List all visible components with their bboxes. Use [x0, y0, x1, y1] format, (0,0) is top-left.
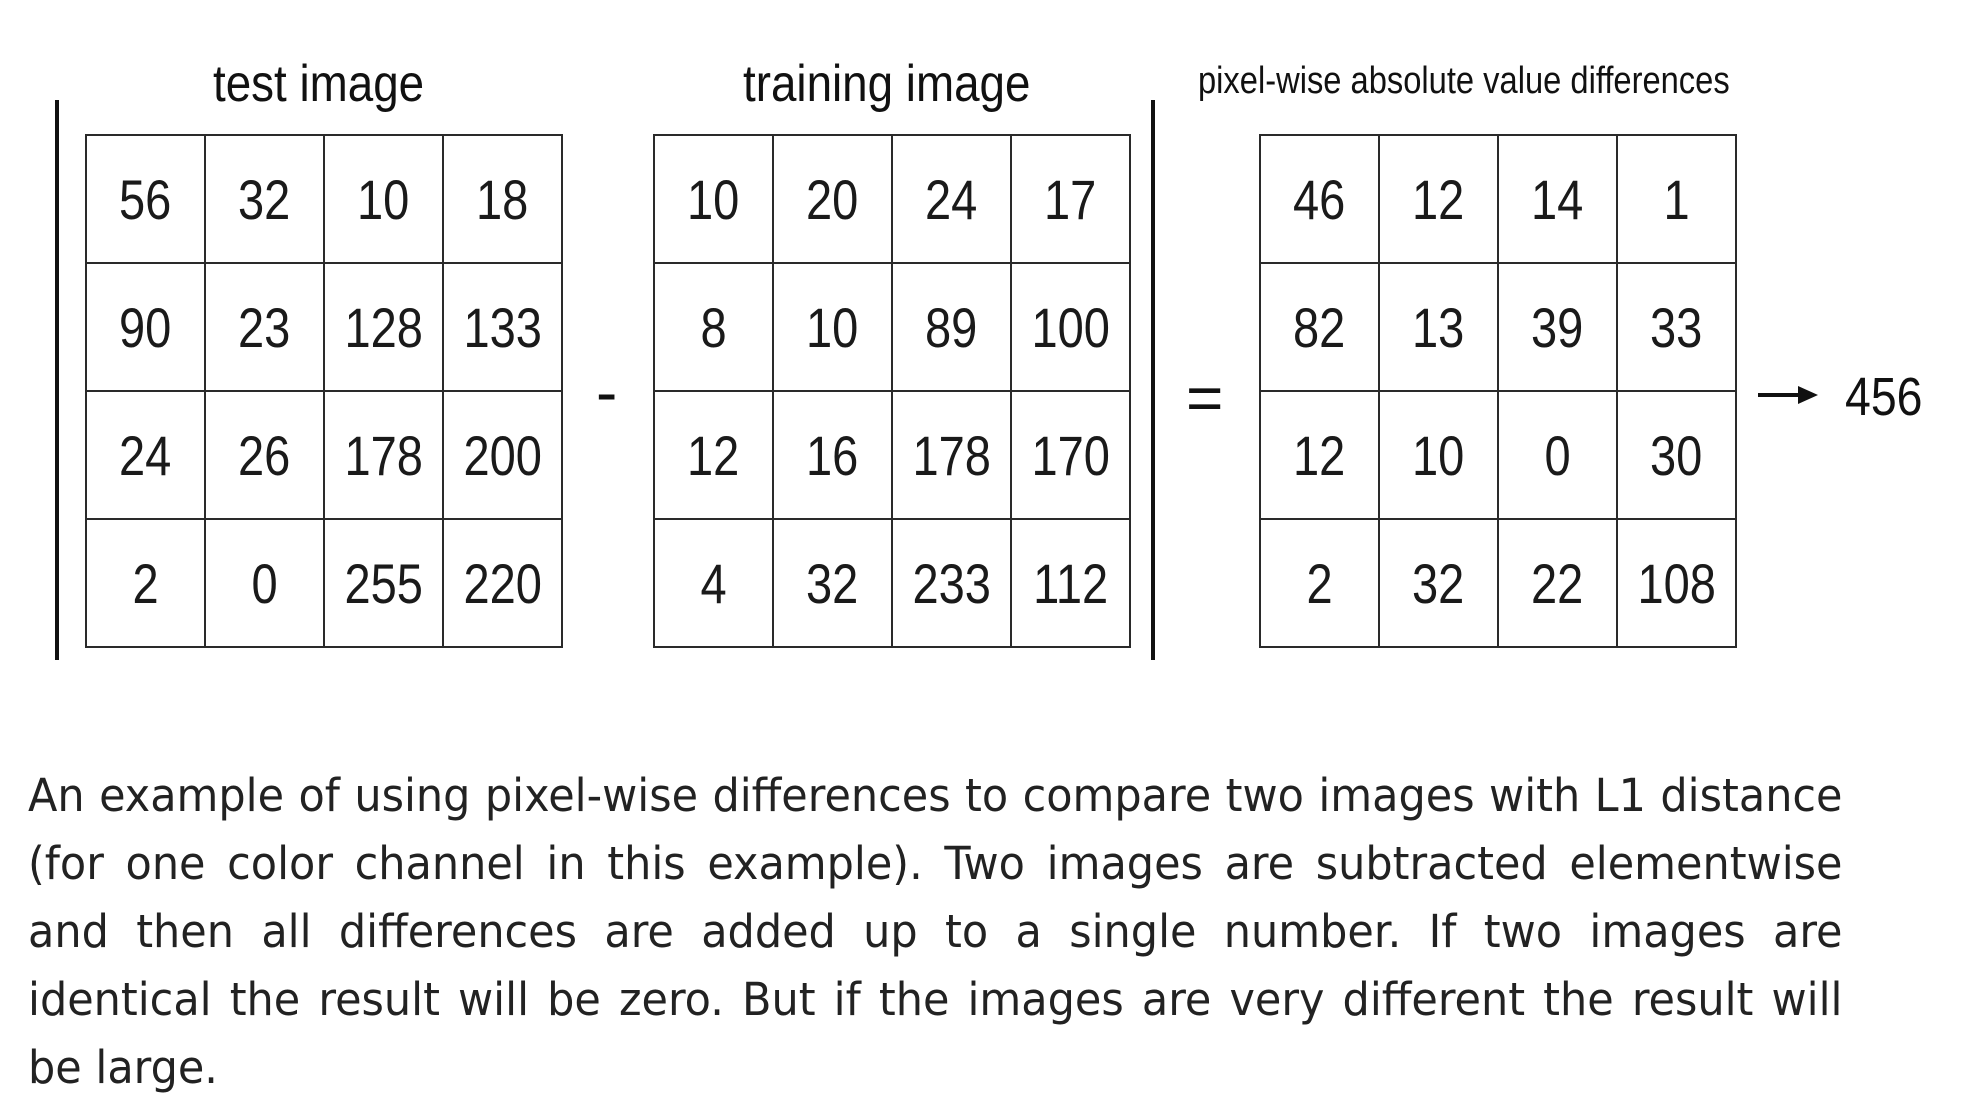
table-row: 56 32 10 18	[85, 134, 563, 264]
grid-cell: 8	[653, 262, 774, 392]
differences-grid: 46 12 14 1 82 13 39 33 12 10 0 30 2 32 2…	[1259, 134, 1737, 648]
equals-operator: =	[1186, 362, 1224, 434]
grid-cell: 10	[772, 262, 893, 392]
table-row: 10 20 24 17	[653, 134, 1131, 264]
grid-cell: 100	[1010, 262, 1131, 392]
grid-cell: 13	[1378, 262, 1499, 392]
grid-cell: 14	[1497, 134, 1618, 264]
table-row: 46 12 14 1	[1259, 134, 1737, 264]
grid-cell: 56	[85, 134, 206, 264]
grid-cell: 2	[1259, 518, 1380, 648]
table-row: 12 16 178 170	[653, 390, 1131, 520]
grid-cell: 108	[1616, 518, 1737, 648]
grid-cell: 24	[891, 134, 1012, 264]
grid-cell: 233	[891, 518, 1012, 648]
grid-cell: 220	[442, 518, 563, 648]
grid-cell: 32	[1378, 518, 1499, 648]
minus-operator: -	[596, 356, 618, 428]
grid-cell: 33	[1616, 262, 1737, 392]
grid-cell: 16	[772, 390, 893, 520]
grid-cell: 32	[204, 134, 325, 264]
grid-cell: 12	[1259, 390, 1380, 520]
grid-cell: 23	[204, 262, 325, 392]
grid-cell: 46	[1259, 134, 1380, 264]
table-row: 2 0 255 220	[85, 518, 563, 648]
grid-cell: 39	[1497, 262, 1618, 392]
table-row: 90 23 128 133	[85, 262, 563, 392]
abs-bar-left	[55, 100, 59, 660]
grid-cell: 24	[85, 390, 206, 520]
grid-cell: 0	[204, 518, 325, 648]
table-row: 82 13 39 33	[1259, 262, 1737, 392]
right-arrow-icon	[1758, 386, 1818, 404]
grid-cell: 18	[442, 134, 563, 264]
grid-cell: 10	[1378, 390, 1499, 520]
grid-cell: 133	[442, 262, 563, 392]
grid-cell: 1	[1616, 134, 1737, 264]
grid-cell: 32	[772, 518, 893, 648]
table-row: 2 32 22 108	[1259, 518, 1737, 648]
abs-bar-right	[1151, 100, 1155, 660]
grid-cell: 82	[1259, 262, 1380, 392]
table-row: 8 10 89 100	[653, 262, 1131, 392]
grid-cell: 17	[1010, 134, 1131, 264]
grid-cell: 200	[442, 390, 563, 520]
grid-cell: 26	[204, 390, 325, 520]
grid-cell: 20	[772, 134, 893, 264]
test-image-grid: 56 32 10 18 90 23 128 133 24 26 178 200 …	[85, 134, 563, 648]
grid-cell: 12	[653, 390, 774, 520]
grid-cell: 178	[323, 390, 444, 520]
grid-cell: 2	[85, 518, 206, 648]
grid-cell: 89	[891, 262, 1012, 392]
grid-cell: 4	[653, 518, 774, 648]
test-image-title: test image	[213, 55, 425, 113]
grid-cell: 90	[85, 262, 206, 392]
grid-cell: 30	[1616, 390, 1737, 520]
sum-result: 456	[1845, 367, 1923, 427]
grid-cell: 10	[653, 134, 774, 264]
table-row: 24 26 178 200	[85, 390, 563, 520]
grid-cell: 12	[1378, 134, 1499, 264]
differences-title: pixel-wise absolute value differences	[1198, 60, 1730, 102]
grid-cell: 255	[323, 518, 444, 648]
grid-cell: 170	[1010, 390, 1131, 520]
figure-caption: An example of using pixel-wise differenc…	[28, 769, 1843, 1094]
grid-cell: 0	[1497, 390, 1618, 520]
table-row: 12 10 0 30	[1259, 390, 1737, 520]
training-image-grid: 10 20 24 17 8 10 89 100 12 16 178 170 4 …	[653, 134, 1131, 648]
training-image-title: training image	[743, 55, 1031, 113]
grid-cell: 112	[1010, 518, 1131, 648]
grid-cell: 22	[1497, 518, 1618, 648]
grid-cell: 128	[323, 262, 444, 392]
grid-cell: 178	[891, 390, 1012, 520]
table-row: 4 32 233 112	[653, 518, 1131, 648]
grid-cell: 10	[323, 134, 444, 264]
